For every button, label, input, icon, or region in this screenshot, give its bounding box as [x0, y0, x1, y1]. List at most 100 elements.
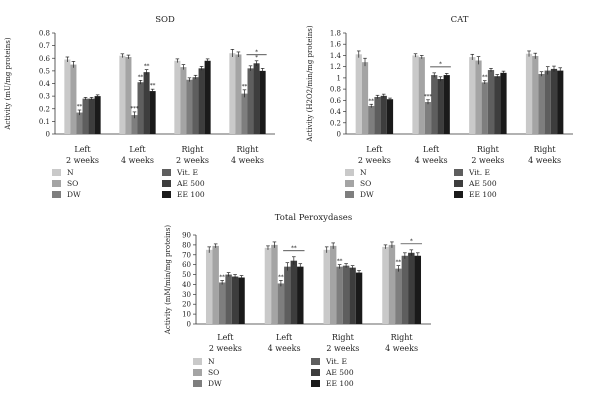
y-tick-label: 0	[46, 131, 50, 139]
legend-label: AE 500	[176, 179, 205, 188]
legend-swatch	[52, 169, 61, 176]
bar	[550, 68, 558, 134]
y-tick-label: 0.8	[39, 30, 50, 38]
x-tick-label: Right	[534, 145, 557, 154]
y-tick-label: 1.4	[330, 52, 342, 60]
legend-label: Vit. E	[176, 168, 198, 177]
bar	[368, 105, 375, 134]
bar	[143, 72, 150, 134]
y-tick-label: 0	[337, 131, 341, 139]
bar	[253, 63, 260, 134]
bar	[355, 54, 362, 135]
significance-mark: **	[396, 260, 402, 266]
legend-swatch	[311, 369, 320, 376]
significance-mark: **	[242, 84, 248, 90]
significance-mark: ***	[424, 94, 433, 100]
x-tick-label: Right	[236, 145, 259, 154]
y-tick-label: 20	[182, 301, 191, 309]
legend: N SO DW Vit. E AE 500 EE 100	[345, 168, 497, 199]
legend-label: EE 100	[326, 379, 354, 388]
x-tick-label: Left	[276, 333, 293, 342]
legend: N SO DW Vit. E AE 500 EE 100	[52, 168, 205, 199]
bar	[481, 82, 488, 134]
bar	[284, 266, 291, 324]
legend-label: EE 100	[469, 190, 497, 199]
x-tick-label: 2 weeks	[358, 156, 391, 165]
y-tick-label: 1.8	[330, 30, 341, 38]
bar	[82, 98, 89, 134]
legend-swatch	[311, 358, 320, 365]
x-tick-label: 4 weeks	[415, 156, 448, 165]
bar	[424, 102, 432, 134]
y-tick-label: 0.6	[39, 55, 51, 63]
legend-swatch	[193, 358, 202, 365]
x-tick-label: 4 weeks	[528, 156, 561, 165]
bar	[395, 268, 402, 324]
bar	[94, 96, 101, 134]
legend-swatch	[193, 380, 202, 387]
bar	[297, 266, 304, 324]
y-tick-label: 1.6	[330, 41, 342, 49]
chart-1: CAT 0 0.2 0.4 0.6 0.8 1 1.2 1.4 1.6 1.8 Activity (H…	[306, 15, 573, 199]
x-tick-label: 2 weeks	[176, 156, 209, 165]
y-tick-label: 0.7	[39, 42, 50, 50]
x-tick-label: Right	[477, 145, 500, 154]
y-tick-label: 1	[337, 74, 341, 82]
bar	[401, 255, 409, 324]
bar	[229, 53, 236, 135]
bar	[557, 70, 564, 134]
legend-label: SO	[208, 368, 219, 377]
bar	[192, 77, 199, 134]
legend-label: SO	[67, 179, 78, 188]
significance-mark: ***	[130, 106, 139, 112]
bracket-mark: *	[410, 238, 413, 244]
bar	[443, 75, 450, 134]
legend-label: N	[67, 168, 74, 177]
legend-swatch	[162, 180, 171, 187]
legend-label: AE 500	[325, 368, 354, 377]
bar	[323, 249, 330, 324]
y-tick-label: 0.4	[330, 108, 342, 116]
x-tick-label: Left	[366, 145, 383, 154]
y-tick-label: 0.5	[39, 67, 50, 75]
bar	[198, 68, 205, 134]
significance-mark: **	[77, 104, 83, 110]
legend-swatch	[162, 169, 171, 176]
legend-swatch	[193, 369, 202, 376]
x-tick-label: 2 weeks	[209, 344, 242, 353]
legend-swatch	[345, 169, 354, 176]
bar	[386, 99, 394, 134]
bar	[131, 115, 138, 134]
bar	[538, 73, 545, 134]
x-tick-label: 4 weeks	[268, 344, 301, 353]
bar	[204, 60, 211, 134]
x-tick-label: 2 weeks	[471, 156, 504, 165]
bar	[212, 245, 219, 324]
bar	[355, 272, 363, 324]
legend-swatch	[454, 180, 463, 187]
bar	[494, 76, 501, 134]
legend-swatch	[52, 180, 61, 187]
bar	[329, 245, 337, 324]
significance-mark: **	[337, 259, 343, 265]
bar	[119, 55, 126, 134]
bar	[349, 267, 356, 324]
chart-title: Total Peroxydases	[275, 213, 352, 223]
y-tick-label: 0	[187, 321, 191, 329]
y-tick-label: 10	[182, 311, 191, 319]
bar	[264, 247, 272, 324]
legend-swatch	[454, 169, 463, 176]
bar	[382, 246, 389, 324]
legend-label: Vit. E	[325, 357, 347, 366]
legend-swatch	[345, 191, 354, 198]
bar	[532, 56, 539, 134]
bar	[149, 91, 156, 134]
significance-mark: **	[150, 83, 156, 89]
bar	[205, 249, 213, 324]
bar	[235, 54, 242, 134]
legend-swatch	[454, 191, 463, 198]
bar	[247, 68, 254, 134]
bar	[544, 70, 551, 134]
bar	[525, 53, 533, 135]
